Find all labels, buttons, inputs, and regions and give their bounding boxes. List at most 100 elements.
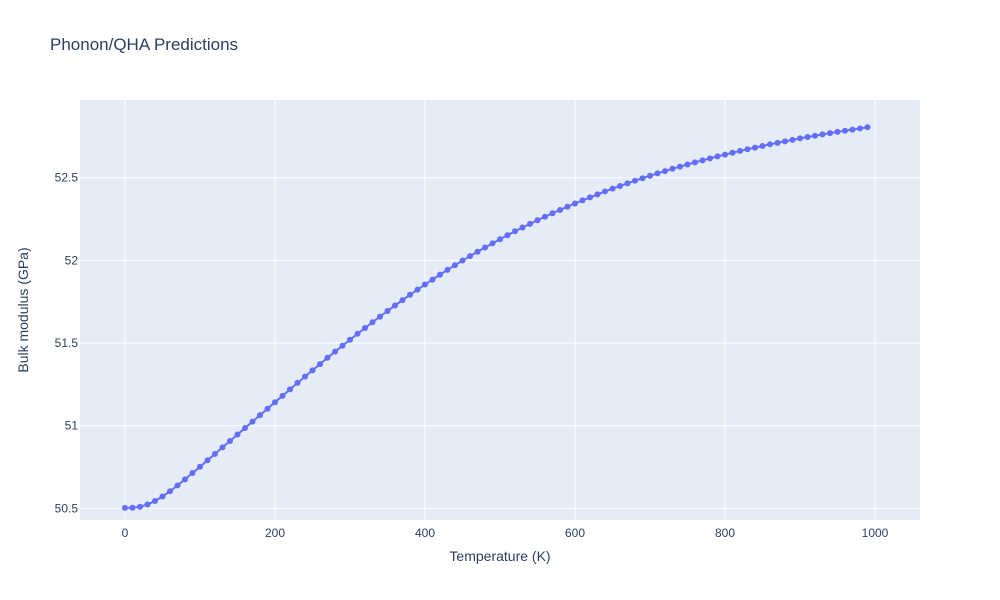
plot-area[interactable]: [80, 100, 920, 520]
data-point[interactable]: [362, 325, 368, 332]
data-point[interactable]: [782, 138, 788, 145]
data-point[interactable]: [654, 170, 661, 177]
data-point[interactable]: [459, 257, 466, 264]
series-markers[interactable]: [122, 124, 871, 511]
data-point[interactable]: [789, 136, 796, 143]
data-point[interactable]: [557, 206, 563, 213]
data-point[interactable]: [489, 240, 496, 247]
data-point[interactable]: [332, 348, 338, 355]
data-point[interactable]: [264, 405, 271, 412]
data-point[interactable]: [624, 180, 631, 187]
data-point[interactable]: [309, 367, 316, 374]
data-point[interactable]: [339, 342, 346, 349]
data-point[interactable]: [429, 276, 436, 283]
data-point[interactable]: [414, 286, 421, 293]
data-point[interactable]: [849, 126, 856, 133]
data-point[interactable]: [587, 194, 593, 201]
data-point[interactable]: [422, 281, 428, 288]
data-point[interactable]: [324, 354, 331, 361]
data-point[interactable]: [399, 297, 406, 304]
data-point[interactable]: [137, 503, 143, 510]
data-point[interactable]: [519, 224, 526, 231]
data-point[interactable]: [354, 330, 361, 337]
data-point[interactable]: [579, 197, 586, 204]
data-point[interactable]: [204, 457, 211, 464]
data-point[interactable]: [639, 175, 646, 182]
data-point[interactable]: [392, 302, 398, 309]
data-point[interactable]: [759, 142, 766, 149]
data-point[interactable]: [744, 146, 751, 153]
data-point[interactable]: [272, 399, 278, 406]
data-point[interactable]: [317, 361, 323, 368]
data-point[interactable]: [437, 271, 443, 278]
data-point[interactable]: [842, 127, 848, 134]
data-point[interactable]: [122, 504, 128, 511]
data-point[interactable]: [234, 431, 241, 438]
data-point[interactable]: [857, 125, 863, 132]
data-point[interactable]: [549, 210, 556, 217]
data-point[interactable]: [677, 163, 683, 170]
data-point[interactable]: [632, 177, 638, 184]
data-point[interactable]: [369, 319, 376, 326]
data-point[interactable]: [819, 131, 826, 138]
data-point[interactable]: [144, 501, 151, 508]
data-point[interactable]: [812, 132, 818, 139]
data-point[interactable]: [174, 482, 181, 489]
data-point[interactable]: [594, 191, 601, 198]
data-point[interactable]: [752, 144, 758, 151]
data-point[interactable]: [722, 151, 728, 158]
data-point[interactable]: [159, 493, 166, 500]
data-point[interactable]: [504, 232, 511, 239]
data-point[interactable]: [767, 141, 773, 148]
data-point[interactable]: [797, 135, 803, 142]
data-point[interactable]: [182, 476, 188, 483]
data-point[interactable]: [189, 470, 196, 477]
data-point[interactable]: [864, 124, 871, 131]
data-point[interactable]: [647, 172, 653, 179]
data-point[interactable]: [774, 139, 781, 146]
data-point[interactable]: [714, 153, 721, 160]
data-point[interactable]: [834, 128, 841, 135]
data-point[interactable]: [729, 149, 736, 156]
data-point[interactable]: [129, 504, 136, 511]
data-point[interactable]: [377, 313, 383, 320]
data-point[interactable]: [219, 444, 226, 451]
data-point[interactable]: [692, 159, 698, 166]
data-point[interactable]: [609, 185, 616, 192]
data-point[interactable]: [564, 203, 571, 210]
data-point[interactable]: [384, 307, 391, 314]
data-point[interactable]: [407, 291, 413, 298]
data-point[interactable]: [347, 336, 353, 343]
data-point[interactable]: [279, 392, 286, 399]
data-point[interactable]: [249, 418, 256, 425]
data-point[interactable]: [827, 130, 833, 137]
data-point[interactable]: [617, 182, 623, 189]
data-point[interactable]: [804, 134, 811, 141]
data-point[interactable]: [699, 157, 706, 164]
data-point[interactable]: [227, 437, 233, 444]
data-point[interactable]: [527, 220, 533, 227]
data-point[interactable]: [242, 425, 248, 432]
data-point[interactable]: [444, 266, 451, 273]
data-point[interactable]: [287, 386, 293, 393]
data-point[interactable]: [737, 147, 743, 154]
data-point[interactable]: [662, 168, 668, 175]
data-point[interactable]: [474, 248, 481, 255]
data-point[interactable]: [302, 373, 308, 380]
data-point[interactable]: [482, 244, 488, 251]
data-point[interactable]: [294, 379, 301, 386]
data-point[interactable]: [684, 161, 691, 168]
data-point[interactable]: [497, 236, 503, 243]
data-point[interactable]: [602, 188, 608, 195]
data-point[interactable]: [257, 412, 263, 419]
data-point[interactable]: [512, 228, 518, 235]
data-point[interactable]: [152, 497, 158, 504]
data-point[interactable]: [467, 253, 473, 260]
data-point[interactable]: [534, 217, 541, 224]
data-point[interactable]: [197, 463, 203, 470]
data-point[interactable]: [542, 213, 548, 220]
data-point[interactable]: [452, 262, 458, 269]
data-point[interactable]: [167, 488, 173, 495]
data-point[interactable]: [212, 450, 218, 457]
data-point[interactable]: [572, 200, 578, 207]
